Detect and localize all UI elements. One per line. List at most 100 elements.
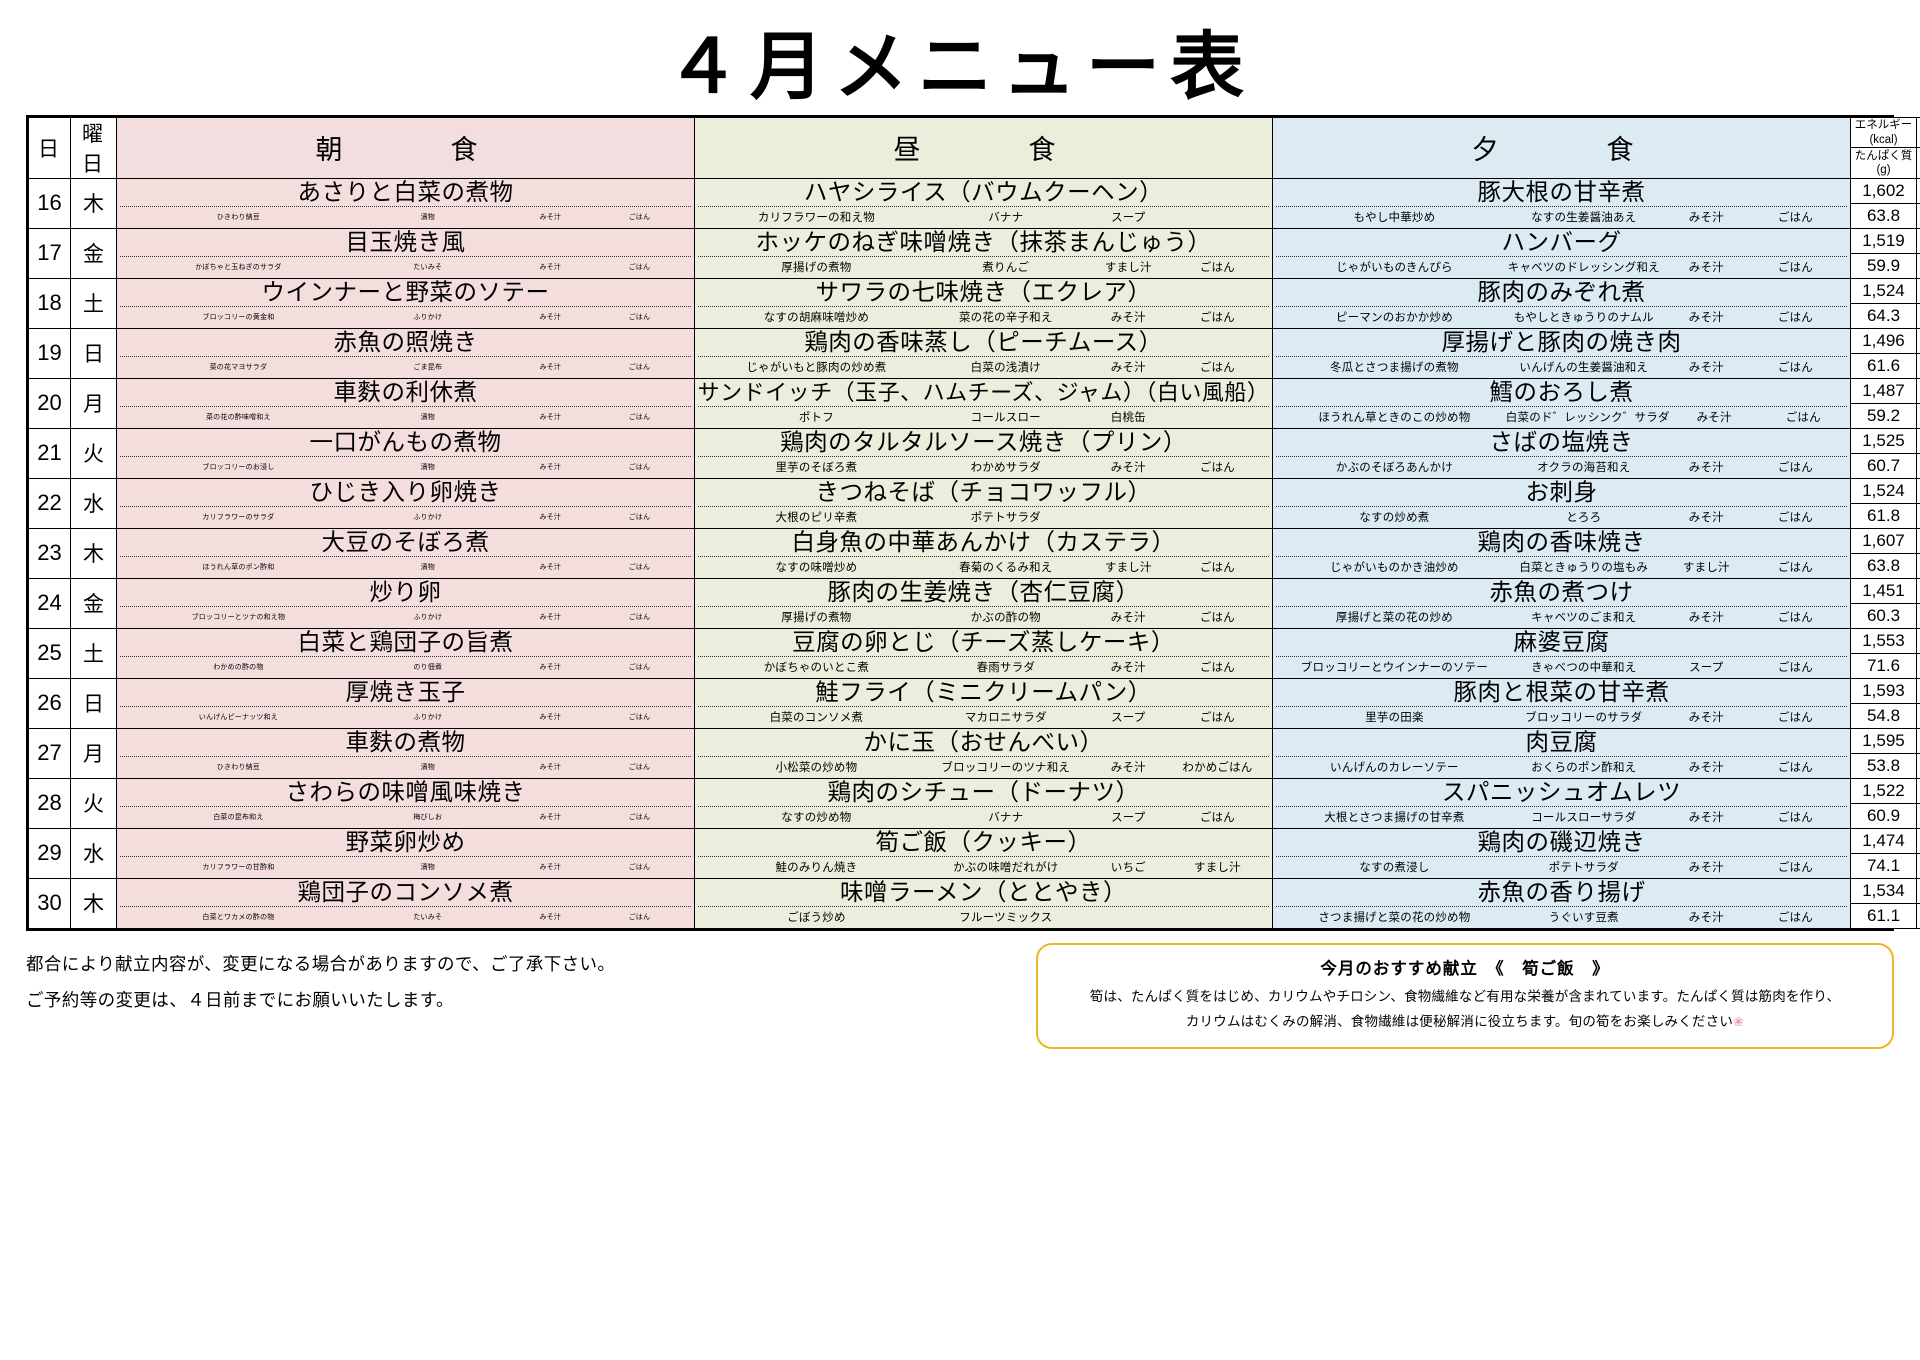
side-dish: スープ: [1689, 662, 1724, 675]
lunch-main-dish: 筍ご飯（クッキー）: [875, 828, 1092, 855]
breakfast-main-dish: 白菜と鶏団子の旨煮: [297, 628, 514, 655]
side-dish: みそ汁: [1688, 212, 1724, 225]
dish-separator: [1276, 405, 1847, 407]
side-dish: じゃがいものきんぴら: [1336, 262, 1453, 275]
dish-separator: [1276, 505, 1847, 507]
table-row: 16木あさりと白菜の煮物ひきわり納豆漬物みそ汁ごはん牛乳ハヤシライス（バウムクー…: [28, 177, 1920, 229]
side-dish: みそ汁: [539, 814, 562, 822]
dinner-main-dish: さばの塩焼き: [1489, 428, 1634, 455]
dish-separator: [698, 705, 1269, 707]
dinner-side-dishes: 大根とさつま揚げの甘辛煮 コールスローサラダ みそ汁 ごはん: [1273, 807, 1850, 828]
breakfast-side-dishes: ブロッコリーの黄金和ふりかけみそ汁ごはん牛乳: [117, 307, 730, 328]
dish-separator: [120, 405, 691, 407]
breakfast-side-dishes: 白菜とワカメの酢の物たいみそみそ汁ごはん牛乳: [117, 907, 730, 928]
cell-salt: 7.2: [1916, 352, 1920, 379]
recommendation-line-2: カリウムはむくみの解消、食物繊維は便秘解消に役立ちます。旬の筍をお楽しみください…: [1052, 1010, 1878, 1035]
table-row: 18土ウインナーと野菜のソテーブロッコリーの黄金和ふりかけみそ汁ごはん牛乳サワラ…: [28, 277, 1920, 329]
side-dish: ひきわり納豆: [216, 764, 260, 772]
side-dish: コールスロー: [970, 412, 1041, 425]
side-dish: ピーマンのおかか炒め: [1335, 312, 1453, 325]
cell-breakfast: 炒り卵ブロッコリーとツナの和え物ふりかけみそ汁ごはん牛乳: [116, 577, 730, 629]
cell-protein: 60.7: [1850, 452, 1917, 479]
dinner-side-dishes: もやし中華炒め なすの生姜醤油あえ みそ汁 ごはん: [1273, 207, 1850, 228]
table-header: 日 曜日 朝 食 昼 食 夕 食 エネルギー (kcal) 脂質 (g): [28, 116, 1920, 179]
breakfast-side-dishes: ブロッコリーとツナの和え物ふりかけみそ汁ごはん牛乳: [117, 607, 730, 628]
dish-separator: [1276, 755, 1847, 757]
side-dish: みそ汁: [1688, 762, 1724, 775]
lunch-main-dish: 豚肉の生姜焼き（杏仁豆腐）: [827, 578, 1140, 605]
dish-separator: [698, 255, 1269, 257]
side-dish: いんげんピーナッツ和え: [198, 714, 278, 722]
side-dish: 里芋の田楽: [1365, 712, 1424, 725]
side-dish: ごはん: [628, 314, 651, 322]
side-dish: スープ: [1111, 812, 1146, 825]
dish-separator: [1276, 705, 1847, 707]
table-row: 24金炒り卵ブロッコリーとツナの和え物ふりかけみそ汁ごはん牛乳豚肉の生姜焼き（杏…: [28, 577, 1920, 629]
cell-breakfast: 大豆のそぼろ煮ほうれん草のポン酢和漬物みそ汁ごはん牛乳: [116, 527, 730, 579]
dish-separator: [120, 905, 691, 907]
cell-fat: 43.3: [1916, 777, 1920, 804]
menu-table-container: 日 曜日 朝 食 昼 食 夕 食 エネルギー (kcal) 脂質 (g): [26, 114, 1920, 931]
cell-lunch: 豆腐の卵とじ（チーズ蒸しケーキ） かぼちゃのいとこ煮 春雨サラダ みそ汁 ごはん: [694, 627, 1273, 679]
header-breakfast: 朝 食: [116, 116, 695, 179]
side-dish: キャベツのドレッシング和え: [1507, 262, 1660, 275]
side-dish: ブロッコリーのお浸し: [202, 464, 275, 472]
side-dish: ふりかけ: [413, 514, 443, 522]
side-dish: わかめサラダ: [970, 462, 1041, 475]
side-dish: 白桃缶: [1110, 412, 1146, 425]
cell-breakfast: 一口がんもの煮物ブロッコリーのお浸し漬物みそ汁ごはん牛乳: [116, 427, 730, 479]
cell-dow: 木: [70, 527, 117, 579]
side-dish: たいみそ: [413, 914, 443, 922]
side-dish: ごはん: [1199, 362, 1235, 375]
dish-separator: [698, 655, 1269, 657]
cell-day: 17: [28, 227, 71, 279]
side-dish: コールスローサラダ: [1531, 812, 1637, 825]
dinner-main-dish: 豚肉のみぞれ煮: [1477, 278, 1646, 305]
side-dish: みそ汁: [1110, 662, 1146, 675]
cell-dinner: 豚肉のみぞれ煮 ピーマンのおかか炒め もやしときゅうりのナムル みそ汁 ごはん: [1272, 277, 1851, 329]
side-dish: ごはん: [1199, 712, 1235, 725]
cell-lunch: きつねそば（チョコワッフル） 大根のピリ辛煮 ポテトサラダ: [694, 477, 1273, 529]
side-dish: ごはん: [1199, 312, 1235, 325]
cell-protein: 71.6: [1850, 652, 1917, 679]
footer-notes: 都合により献立内容が、変更になる場合がありますので、ご了承下さい。 ご予約等の変…: [26, 943, 1026, 1019]
cell-salt: 8.6: [1916, 752, 1920, 779]
cell-salt: 8.7: [1916, 452, 1920, 479]
side-dish: ポテトサラダ: [1548, 862, 1619, 875]
cell-salt: 8.1: [1916, 902, 1920, 929]
side-dish: オクラの海苔和え: [1537, 462, 1631, 475]
dinner-side-dishes: 里芋の田楽 ブロッコリーのサラダ みそ汁 ごはん: [1273, 707, 1850, 728]
dinner-side-dishes: いんげんのカレーソテー おくらのポン酢和え みそ汁 ごはん: [1273, 757, 1850, 778]
lunch-side-dishes: なすの味噌炒め 春菊のくるみ和え すまし汁 ごはん: [695, 557, 1272, 578]
dish-separator: [1276, 205, 1847, 207]
dish-separator: [1276, 805, 1847, 807]
breakfast-main-dish: 厚焼き玉子: [345, 678, 466, 705]
dinner-main-dish: スパニッシュオムレツ: [1441, 778, 1682, 805]
cell-fat: 37.7: [1916, 827, 1920, 854]
breakfast-main-dish: ウインナーと野菜のソテー: [261, 278, 550, 305]
cell-dow: 月: [70, 727, 117, 779]
side-dish: もやしときゅうりのナムル: [1513, 312, 1654, 325]
side-dish: いちご: [1110, 862, 1146, 875]
side-dish: みそ汁: [539, 264, 562, 272]
table-row: 17金目玉焼き風かぼちゃと玉ねぎのサラダたいみそみそ汁ごはん牛乳ホッケのねぎ味噌…: [28, 227, 1920, 279]
cell-fat: 46.3: [1916, 327, 1920, 354]
side-dish: 梅びしお: [413, 814, 443, 822]
cell-salt: 8.9: [1916, 852, 1920, 879]
lunch-main-dish: 鶏肉のタルタルソース焼き（プリン）: [780, 428, 1187, 455]
header-dow: 曜日: [70, 116, 117, 179]
cell-salt: 7.9: [1916, 602, 1920, 629]
dinner-side-dishes: 厚揚げと菜の花の炒め キャベツのごま和え みそ汁 ごはん: [1273, 607, 1850, 628]
lunch-side-dishes: 白菜のコンソメ煮 マカロニサラダ スープ ごはん: [695, 707, 1272, 728]
dish-separator: [698, 405, 1269, 407]
dinner-side-dishes: じゃがいものきんぴら キャベツのドレッシング和え みそ汁 ごはん: [1273, 257, 1850, 278]
lunch-main-dish: 鶏肉のシチュー（ドーナツ）: [827, 778, 1140, 805]
cell-energy: 1,602: [1850, 177, 1917, 204]
dinner-main-dish: ハンバーグ: [1501, 228, 1622, 255]
dish-separator: [1276, 305, 1847, 307]
side-dish: ふりかけ: [413, 714, 443, 722]
dish-separator: [120, 605, 691, 607]
side-dish: スープ: [1111, 712, 1146, 725]
side-dish: 小松菜の炒め物: [775, 762, 858, 775]
cell-dinner: 鶏肉の香味焼き じゃがいものかき油炒め 白菜ときゅうりの塩もみ すまし汁 ごはん: [1272, 527, 1851, 579]
